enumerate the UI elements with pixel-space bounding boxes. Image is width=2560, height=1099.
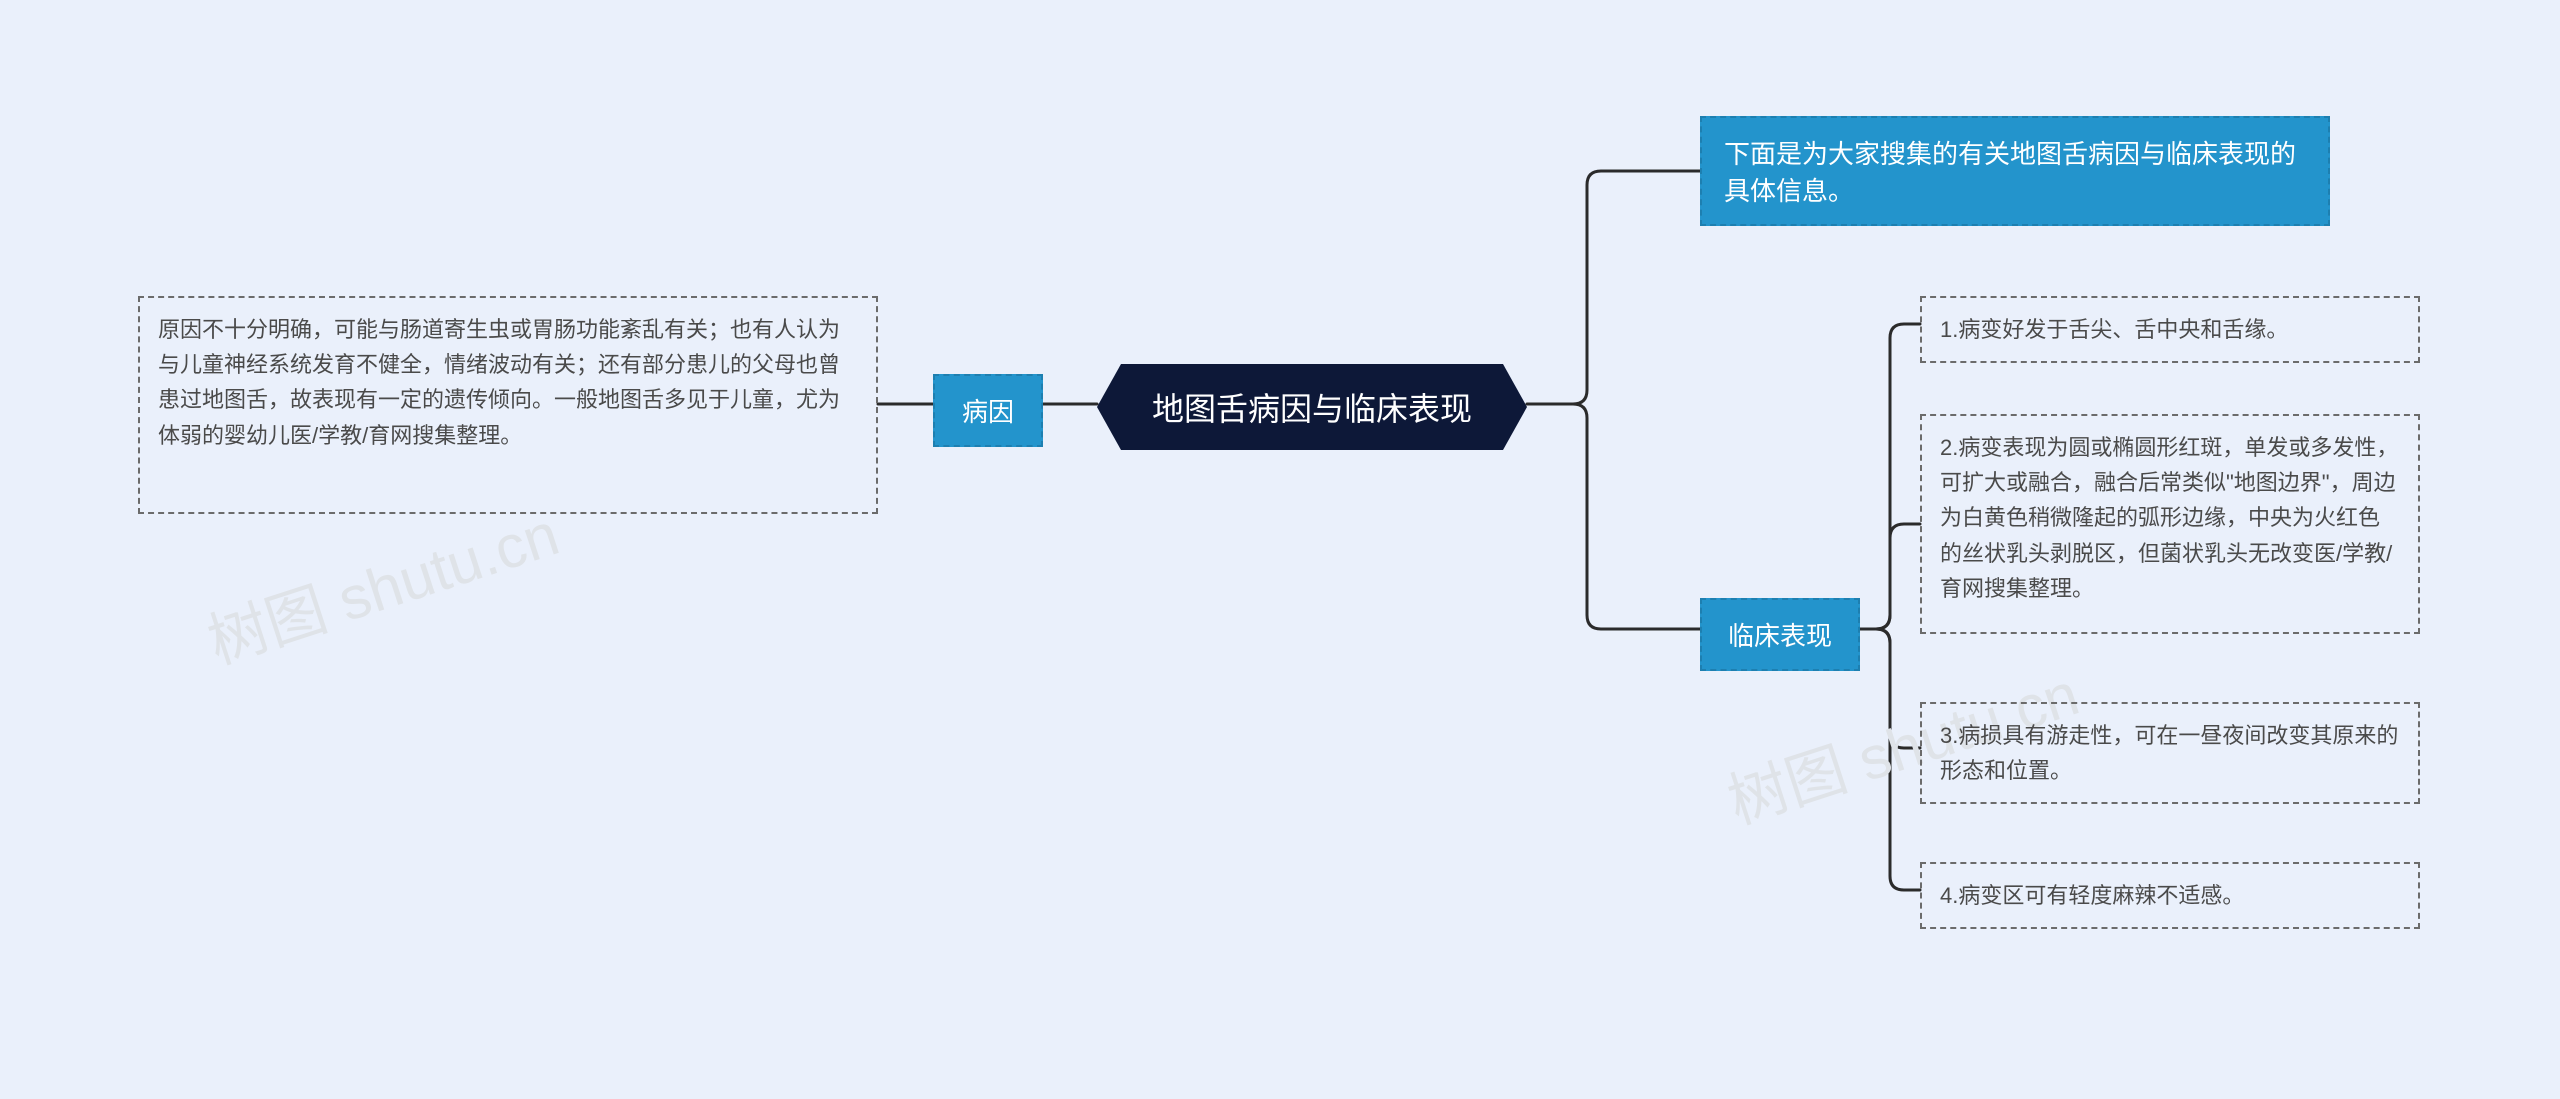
leaf-clinical-1: 1.病变好发于舌尖、舌中央和舌缘。 bbox=[1920, 296, 2420, 363]
root-node: 地图舌病因与临床表现 bbox=[1097, 364, 1527, 450]
leaf-clinical-2: 2.病变表现为圆或椭圆形红斑，单发或多发性，可扩大或融合，融合后常类似"地图边界… bbox=[1920, 414, 2420, 634]
watermark-1: 树图 shutu.cn bbox=[195, 486, 568, 681]
leaf-cause-detail: 原因不十分明确，可能与肠道寄生虫或胃肠功能紊乱有关；也有人认为与儿童神经系统发育… bbox=[138, 296, 878, 514]
leaf-intro: 下面是为大家搜集的有关地图舌病因与临床表现的具体信息。 bbox=[1700, 116, 2330, 226]
branch-clinical: 临床表现 bbox=[1700, 598, 1860, 671]
leaf-clinical-3: 3.病损具有游走性，可在一昼夜间改变其原来的形态和位置。 bbox=[1920, 702, 2420, 804]
leaf-clinical-4: 4.病变区可有轻度麻辣不适感。 bbox=[1920, 862, 2420, 929]
branch-cause: 病因 bbox=[933, 374, 1043, 447]
